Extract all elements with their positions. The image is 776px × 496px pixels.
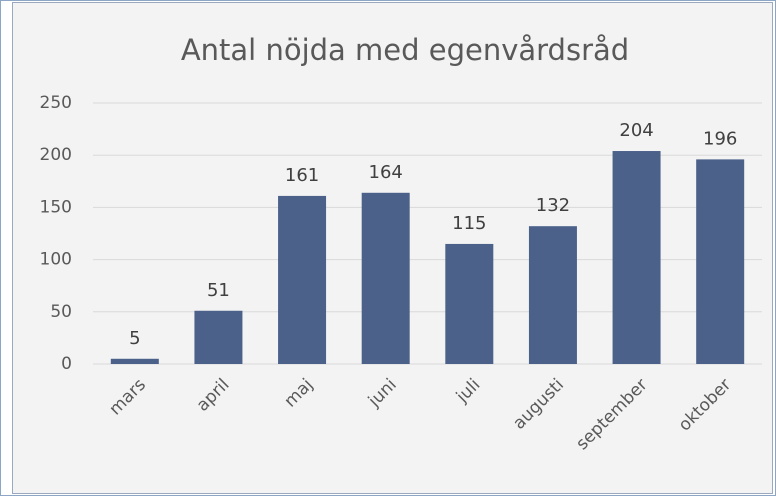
- y-tick-label: 100: [40, 250, 72, 270]
- bar: [528, 226, 577, 364]
- bar: [612, 151, 661, 364]
- bar: [110, 358, 159, 364]
- value-label: 51: [207, 280, 230, 301]
- bar: [361, 192, 410, 364]
- bar: [445, 243, 494, 364]
- bar: [278, 195, 327, 364]
- value-label: 132: [536, 195, 570, 216]
- bar: [696, 159, 745, 364]
- value-label: 204: [619, 120, 653, 141]
- value-label: 164: [369, 162, 403, 183]
- value-label: 115: [452, 213, 486, 234]
- y-tick-label: 150: [40, 197, 72, 217]
- value-label: 5: [129, 328, 140, 349]
- y-tick-label: 50: [50, 302, 72, 322]
- chart-title: Antal nöjda med egenvårdsråd: [181, 33, 629, 67]
- value-label: 196: [703, 128, 737, 149]
- y-tick-label: 200: [40, 145, 72, 165]
- y-tick-label: 0: [61, 354, 72, 374]
- y-tick-label: 250: [40, 93, 72, 113]
- value-label: 161: [285, 165, 319, 186]
- bar: [194, 310, 243, 364]
